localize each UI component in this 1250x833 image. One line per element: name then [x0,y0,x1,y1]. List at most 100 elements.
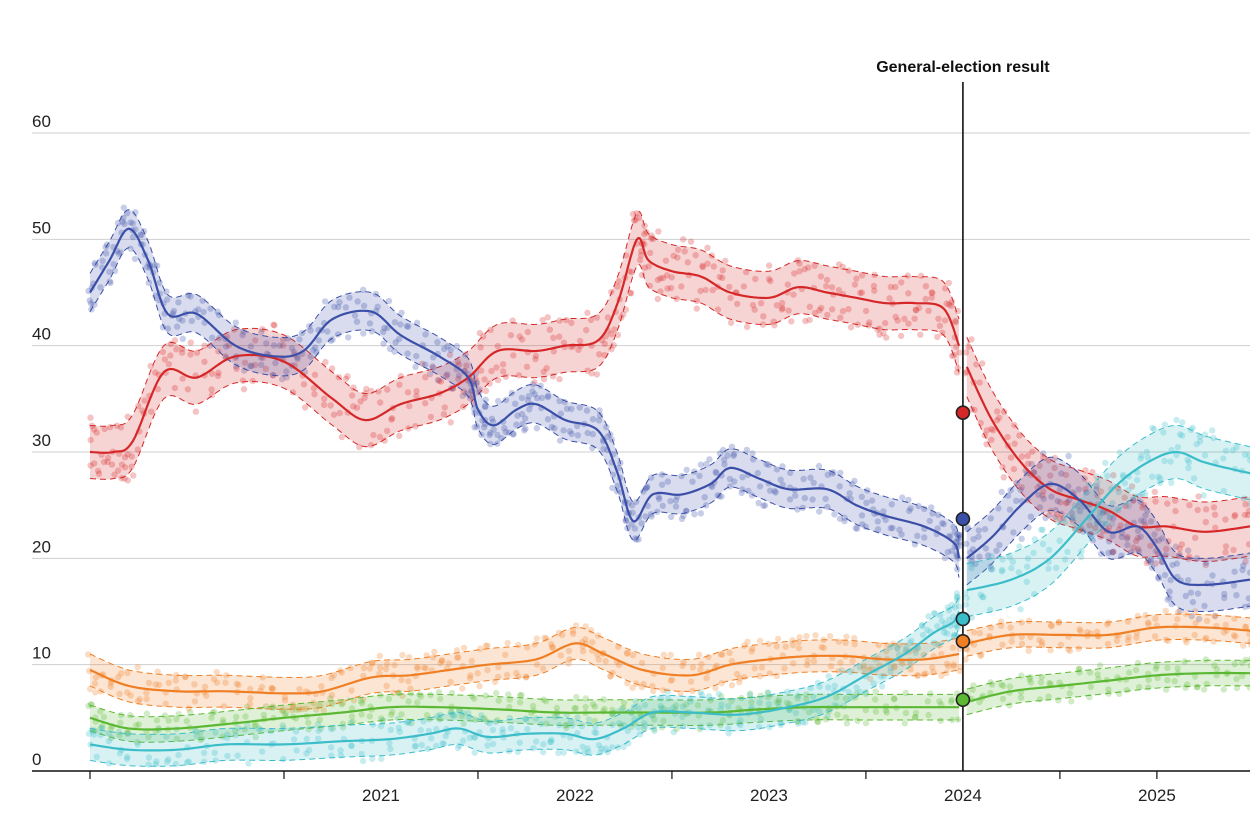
poll-dot [717,651,725,658]
poll-dot [427,413,435,421]
poll-dot [866,319,873,326]
poll-dot [751,306,758,313]
poll-dot [293,706,300,714]
poll-dot [906,507,913,515]
poll-dot [235,681,242,689]
result-dot-green-party [955,692,971,708]
poll-dot [659,502,666,509]
poll-dot [121,220,128,228]
poll-dot [763,460,770,468]
poll-dot [143,263,151,271]
poll-dot [376,433,384,441]
poll-dot [804,657,811,664]
poll-dot [518,394,526,402]
poll-dot [796,260,803,267]
poll-dot [162,700,169,707]
poll-dot [510,352,517,359]
poll-dot [335,303,342,311]
poll-dot [368,328,376,335]
poll-dot [435,688,443,696]
poll-dot [260,711,267,719]
poll-dot [356,443,363,451]
poll-dot [246,700,254,707]
poll-dot [891,696,898,703]
poll-dot [327,695,334,702]
poll-dot [296,336,303,343]
poll-dot [191,698,199,705]
poll-dot [557,410,565,417]
poll-dot [405,654,413,661]
poll-dot [438,657,446,664]
poll-dot [438,657,446,664]
poll-dot [247,694,254,702]
poll-dot [898,279,905,286]
poll-dot [615,278,622,285]
poll-dot [468,693,476,700]
poll-dot [1149,424,1156,432]
poll-dot [406,402,413,410]
poll-dot [263,340,270,347]
poll-dot [576,337,584,345]
poll-dot [252,721,259,728]
poll-dot [97,284,104,291]
poll-dot [641,230,648,238]
poll-dot [120,204,128,211]
poll-dot [309,346,317,354]
poll-dot [281,697,289,704]
poll-dot [1179,419,1186,426]
poll-dot [178,349,186,356]
poll-dot [458,712,466,720]
poll-dot [316,716,323,723]
poll-dot [350,403,357,410]
poll-dot [629,509,636,516]
poll-dot [360,286,367,293]
poll-dot [143,695,150,703]
poll-dot [124,753,131,760]
poll-dot [524,328,531,336]
poll-dot [100,458,108,466]
poll-dot [321,395,328,402]
poll-dot [184,386,191,393]
poll-dot [790,660,797,667]
poll-dot [654,276,662,284]
poll-dot [640,488,647,495]
poll-dot [876,331,883,338]
poll-dot [232,363,240,370]
poll-dot [279,375,286,383]
poll-dot [413,388,420,395]
poll-dot [697,287,704,295]
poll-dot [777,476,784,483]
poll-dot [495,663,502,671]
poll-dot [568,405,575,413]
poll-dot [712,685,719,692]
poll-dot [896,641,903,649]
poll-dot [408,720,415,727]
poll-dot [667,651,674,659]
poll-dot [891,664,898,671]
poll-dot [650,687,657,695]
poll-dot [85,651,92,658]
poll-dot [127,245,134,252]
poll-dot [806,316,813,324]
poll-dot [899,660,906,667]
poll-dot [701,494,708,501]
poll-dot [878,683,886,690]
poll-dot [627,290,635,297]
poll-dot [377,399,384,406]
poll-dot [201,683,209,690]
poll-dot [182,673,189,680]
poll-dot [810,479,817,486]
poll-dot [659,664,666,672]
poll-dot [854,717,861,724]
poll-dot [305,719,312,726]
poll-dot [928,504,935,511]
poll-dot [956,667,963,675]
poll-dot [544,416,552,423]
poll-dot [643,229,650,236]
poll-dot [294,355,301,363]
poll-dot [569,627,577,635]
poll-dot [954,534,962,541]
poll-dot [173,323,181,330]
poll-dot [948,302,955,309]
poll-dot [672,497,680,504]
